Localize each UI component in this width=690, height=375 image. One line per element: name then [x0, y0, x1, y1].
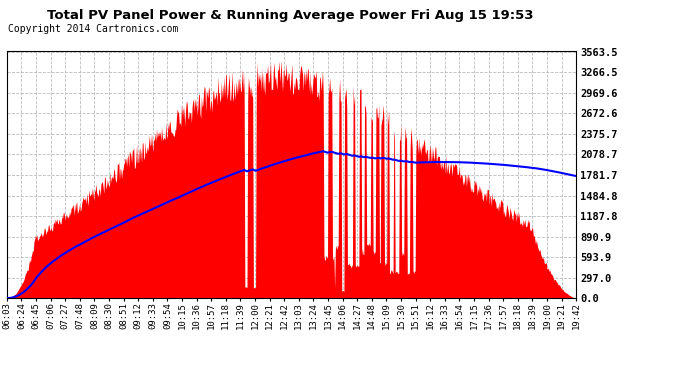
Text: Average (DC Watts): Average (DC Watts)	[408, 20, 513, 29]
Text: Total PV Panel Power & Running Average Power Fri Aug 15 19:53: Total PV Panel Power & Running Average P…	[46, 9, 533, 22]
Text: PV Panels (DC Watts): PV Panels (DC Watts)	[553, 20, 671, 29]
Text: Copyright 2014 Cartronics.com: Copyright 2014 Cartronics.com	[8, 24, 179, 34]
